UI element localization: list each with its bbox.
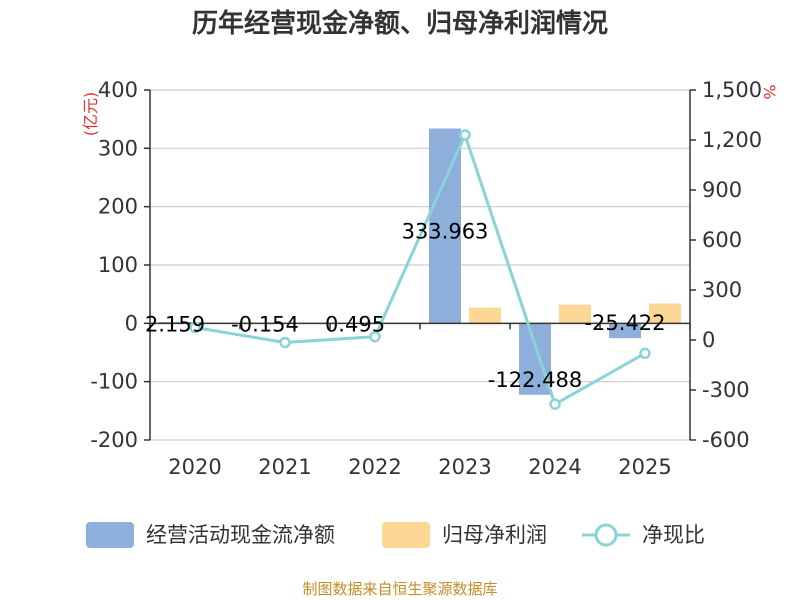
x-tick-label: 2023 <box>438 455 491 479</box>
right-tick-label: 600 <box>702 228 742 252</box>
ratio-line-path <box>194 130 646 407</box>
ratio-point <box>279 336 291 349</box>
right-tick-label: 1,200 <box>702 128 762 152</box>
ratio-line <box>189 129 651 410</box>
left-tick-label: 300 <box>98 136 138 160</box>
grid <box>150 89 690 441</box>
right-tick-label: -300 <box>702 378 750 402</box>
left-tick-label: 0 <box>125 311 138 335</box>
right-tick-label: -600 <box>702 428 750 452</box>
left-axis-unit: (亿元) <box>81 92 100 137</box>
right-axis-unit: % <box>760 84 779 99</box>
legend-label-ratio: 净现比 <box>642 523 705 547</box>
cashflow-data-label: -122.488 <box>488 368 582 392</box>
right-tick-label: 900 <box>702 178 742 202</box>
cashflow-bar <box>519 323 551 395</box>
cashflow-data-label: 333.963 <box>402 220 489 244</box>
left-tick-label: -100 <box>90 370 138 394</box>
x-tick-label: 2022 <box>348 455 401 479</box>
ratio-point <box>459 129 471 141</box>
source-note: 制图数据来自恒生聚源数据库 <box>302 580 497 598</box>
x-tick-label: 2021 <box>258 455 311 479</box>
left-tick-label: -200 <box>90 428 138 452</box>
x-tick-label: 2025 <box>618 455 671 479</box>
legend: 经营活动现金流净额 归母净利润 净现比 <box>86 522 705 548</box>
cashflow-data-label: -0.154 <box>231 312 299 336</box>
chart-title: 历年经营现金净额、归母净利润情况 <box>192 8 608 39</box>
ratio-point <box>639 347 651 360</box>
left-tick-label: 100 <box>98 253 138 277</box>
left-tick-label: 400 <box>98 78 138 102</box>
legend-swatch-ratio-marker <box>594 523 618 547</box>
cashflow-data-label: -25.422 <box>584 311 665 335</box>
right-tick-label: 0 <box>702 328 715 352</box>
axes: 400 300 200 100 0 -100 -200 1,500 1,200 900 600 300… <box>90 78 762 479</box>
ratio-point <box>549 398 561 410</box>
x-tick-label: 2024 <box>528 455 581 479</box>
right-tick-label: 1,500 <box>702 78 762 102</box>
legend-label-profit: 归母净利润 <box>442 523 547 547</box>
x-tick-label: 2020 <box>168 455 221 479</box>
ratio-point <box>189 321 201 334</box>
profit-bar <box>649 303 681 324</box>
cashflow-bar <box>609 323 641 339</box>
legend-swatch-cashflow <box>86 522 134 548</box>
profit-bar <box>469 307 501 324</box>
legend-swatch-profit <box>382 522 430 548</box>
ratio-point <box>369 330 381 343</box>
cashflow-bar <box>429 128 461 324</box>
cashflow-data-label: 0.495 <box>325 312 385 336</box>
right-tick-label: 300 <box>702 278 742 302</box>
profit-bar <box>559 304 591 324</box>
bars <box>159 128 681 395</box>
legend-label-cashflow: 经营活动现金流净额 <box>146 523 335 547</box>
cashflow-data-label: 2.159 <box>145 312 205 336</box>
left-tick-label: 200 <box>98 195 138 219</box>
data-labels: 2.159 -0.154 0.495 333.963 -122.488 -25.422 <box>145 220 666 392</box>
